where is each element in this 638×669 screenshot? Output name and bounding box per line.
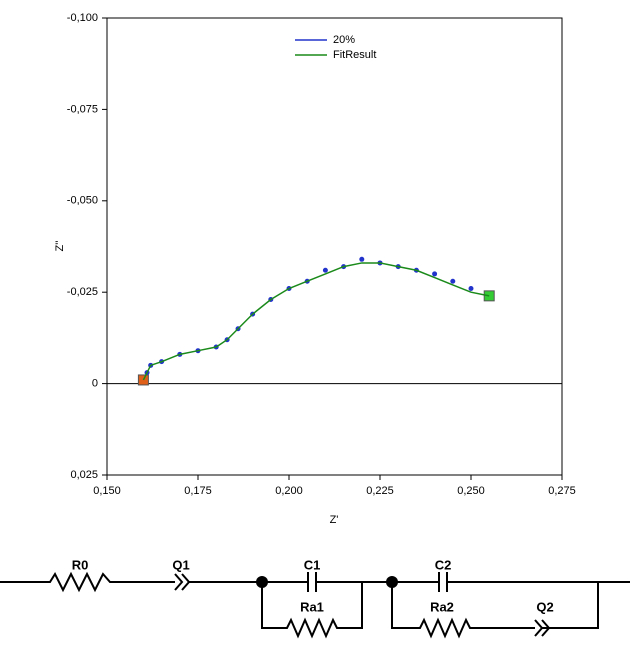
component-label: R0 — [72, 557, 89, 572]
x-tick-label: 0,250 — [457, 485, 485, 497]
component-label: Q2 — [536, 599, 553, 614]
y-tick-label: -0,050 — [67, 195, 98, 207]
data-point — [468, 286, 474, 292]
node — [256, 576, 268, 588]
y-tick-label: -0,100 — [67, 12, 98, 24]
x-tick-label: 0,200 — [275, 485, 303, 497]
component-label: C1 — [304, 557, 321, 572]
y-tick-label: -0,075 — [67, 103, 98, 115]
data-point — [359, 256, 365, 262]
data-point — [450, 278, 456, 284]
data-point — [432, 271, 438, 277]
y-tick-label: 0 — [92, 378, 98, 390]
legend-label: 20% — [333, 34, 355, 46]
x-tick-label: 0,150 — [93, 485, 121, 497]
component-label: Ra2 — [430, 599, 454, 614]
node — [386, 576, 398, 588]
component-label: Ra1 — [300, 599, 324, 614]
x-tick-label: 0,225 — [366, 485, 394, 497]
component-label: C2 — [435, 557, 452, 572]
fit-line — [142, 262, 490, 381]
x-axis-label: Z' — [330, 514, 339, 526]
x-tick-label: 0,275 — [548, 485, 576, 497]
component-label: Q1 — [172, 557, 189, 572]
plot-frame — [106, 17, 563, 476]
circuit: R0 Q1 C1 Ra1 C2 Ra2 Q2 — [0, 557, 630, 639]
y-tick-label: 0,025 — [70, 469, 98, 481]
legend-label: FitResult — [333, 49, 376, 61]
x-tick-label: 0,175 — [184, 485, 212, 497]
data-point — [322, 267, 328, 273]
circuit-wires — [0, 571, 630, 639]
y-axis-label: Z'' — [54, 241, 66, 252]
y-tick-label: -0,025 — [67, 286, 98, 298]
